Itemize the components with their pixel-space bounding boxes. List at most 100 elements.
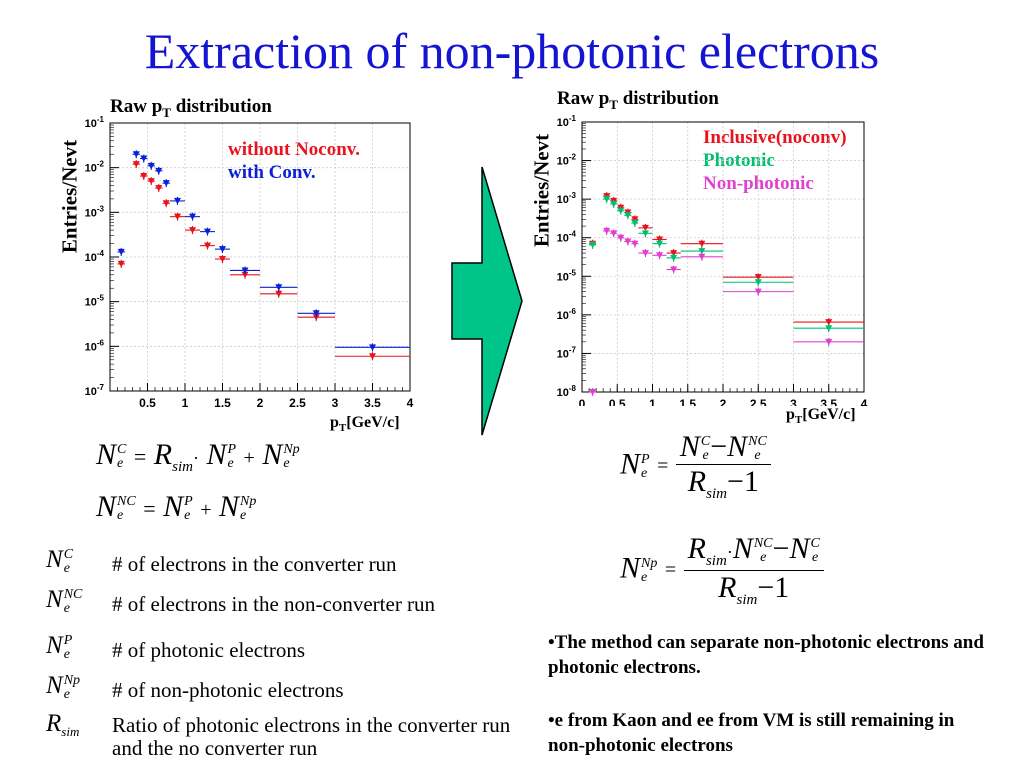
data-point — [589, 241, 597, 249]
legend-without-noconv: without Noconv. — [228, 139, 360, 160]
series-0 — [589, 192, 864, 327]
data-point — [155, 167, 163, 175]
data-point — [117, 248, 125, 256]
data-point — [189, 227, 196, 234]
y-tick-label: 10-3 — [85, 204, 105, 219]
data-point — [147, 178, 155, 185]
right-chart-title: Raw pT distribution — [557, 88, 719, 112]
y-tick-label: 10-4 — [557, 230, 577, 245]
data-point — [754, 279, 762, 286]
y-tick-label: 10-6 — [85, 338, 105, 353]
series-1 — [117, 150, 410, 352]
plot-frame: 0 0.5 1 1.5 2 2.5 3 3.5 4 10-1 10-2 10-3 10-4 10-5 10-… — [557, 114, 868, 406]
data-point — [241, 267, 249, 274]
data-point — [312, 314, 320, 321]
x-tick-label: 0.5 — [609, 397, 626, 406]
y-tick-label: 10-7 — [557, 345, 577, 360]
y-tick-label: 10-6 — [557, 307, 577, 322]
data-point — [219, 246, 226, 253]
left-chart-legend: without Noconv. with Conv. — [228, 138, 360, 184]
data-point — [241, 271, 249, 279]
data-point — [155, 185, 163, 192]
data-point — [369, 353, 376, 360]
y-tick-label: 10-2 — [557, 153, 577, 168]
series-1 — [589, 195, 864, 333]
x-tick-label: 3.5 — [820, 397, 837, 406]
x-tick-label: 2.5 — [750, 397, 767, 406]
definition-row: N NC e # of electrons in the non-converter… — [46, 586, 436, 617]
right-chart-xlabel: pT[GeV/c] — [786, 406, 856, 427]
data-point — [624, 212, 632, 219]
x-tick-label: 0.5 — [139, 396, 156, 410]
data-point — [189, 213, 196, 221]
data-point — [754, 274, 762, 281]
data-point — [825, 325, 833, 332]
data-point — [174, 213, 181, 221]
data-point — [631, 240, 639, 248]
right-chart: 0 0.5 1 1.5 2 2.5 3 3.5 4 10-1 10-2 10-3 10-4 10-5 10-… — [557, 114, 868, 406]
data-point — [140, 155, 148, 163]
slide-title: Extraction of non-photonic electrons — [144, 23, 880, 79]
data-point — [589, 389, 597, 396]
data-point — [204, 228, 211, 236]
data-point — [698, 248, 706, 255]
data-point — [670, 254, 678, 262]
y-tick-label: 10-1 — [85, 115, 105, 130]
left-chart: 0.5 1 1.5 2 2.5 3 3.5 4 10-1 10-2 10-3 10-4 10-5 10-6… — [85, 115, 414, 410]
data-point — [147, 162, 155, 170]
data-point — [369, 344, 376, 351]
data-point — [132, 151, 140, 158]
legend-inclusive: Inclusive(noconv) — [703, 127, 847, 148]
left-chart-ylabel: Entries/Nevt — [57, 139, 82, 254]
y-tick-label: 10-8 — [557, 384, 577, 399]
data-point — [603, 227, 611, 235]
data-point — [698, 253, 706, 261]
y-tick-label: 10-5 — [85, 294, 105, 309]
data-point — [275, 284, 283, 291]
plot-frame: 0.5 1 1.5 2 2.5 3 3.5 4 10-1 10-2 10-3 10-4 10-5 10-6… — [85, 115, 414, 410]
data-point — [825, 319, 833, 326]
data-point — [617, 234, 625, 242]
data-point — [219, 256, 226, 263]
data-point — [641, 250, 649, 257]
x-tick-label: 2 — [257, 396, 264, 410]
x-tick-label: 3 — [332, 396, 339, 410]
data-point — [162, 200, 170, 207]
data-point — [754, 288, 762, 296]
bullet-2: •e from Kaon and ee from VM is still rem… — [548, 710, 955, 756]
y-tick-label: 10-4 — [85, 249, 105, 264]
x-tick-label: 1 — [182, 396, 189, 410]
y-tick-label: 10-5 — [557, 268, 577, 283]
data-point — [610, 200, 618, 208]
x-tick-label: 2 — [720, 397, 727, 406]
definition-row: N Np e # of non-photonic electrons — [46, 672, 344, 703]
data-point — [641, 230, 649, 237]
y-tick-label: 10-1 — [557, 114, 577, 129]
x-tick-label: 0 — [579, 397, 586, 406]
x-tick-label: 3.5 — [364, 396, 381, 410]
series-0 — [117, 160, 410, 361]
x-tick-label: 1.5 — [214, 396, 231, 410]
data-point — [162, 180, 170, 187]
right-arrow-icon — [451, 166, 523, 436]
data-point — [610, 230, 618, 237]
y-tick-label: 10-7 — [85, 383, 105, 398]
x-tick-label: 1 — [649, 397, 656, 406]
y-tick-label: 10-2 — [85, 160, 105, 175]
x-tick-label: 1.5 — [679, 397, 696, 406]
data-point — [603, 196, 611, 203]
data-point — [670, 266, 678, 273]
legend-with-conv: with Conv. — [228, 162, 316, 183]
data-point — [174, 197, 181, 205]
left-chart-title: Raw pT distribution — [110, 96, 272, 120]
x-tick-label: 4 — [407, 396, 414, 410]
data-point — [204, 242, 211, 250]
data-point — [641, 224, 649, 232]
bullet-1: •The method can separate non-photonic el… — [548, 632, 984, 678]
y-tick-label: 10-3 — [557, 191, 577, 206]
